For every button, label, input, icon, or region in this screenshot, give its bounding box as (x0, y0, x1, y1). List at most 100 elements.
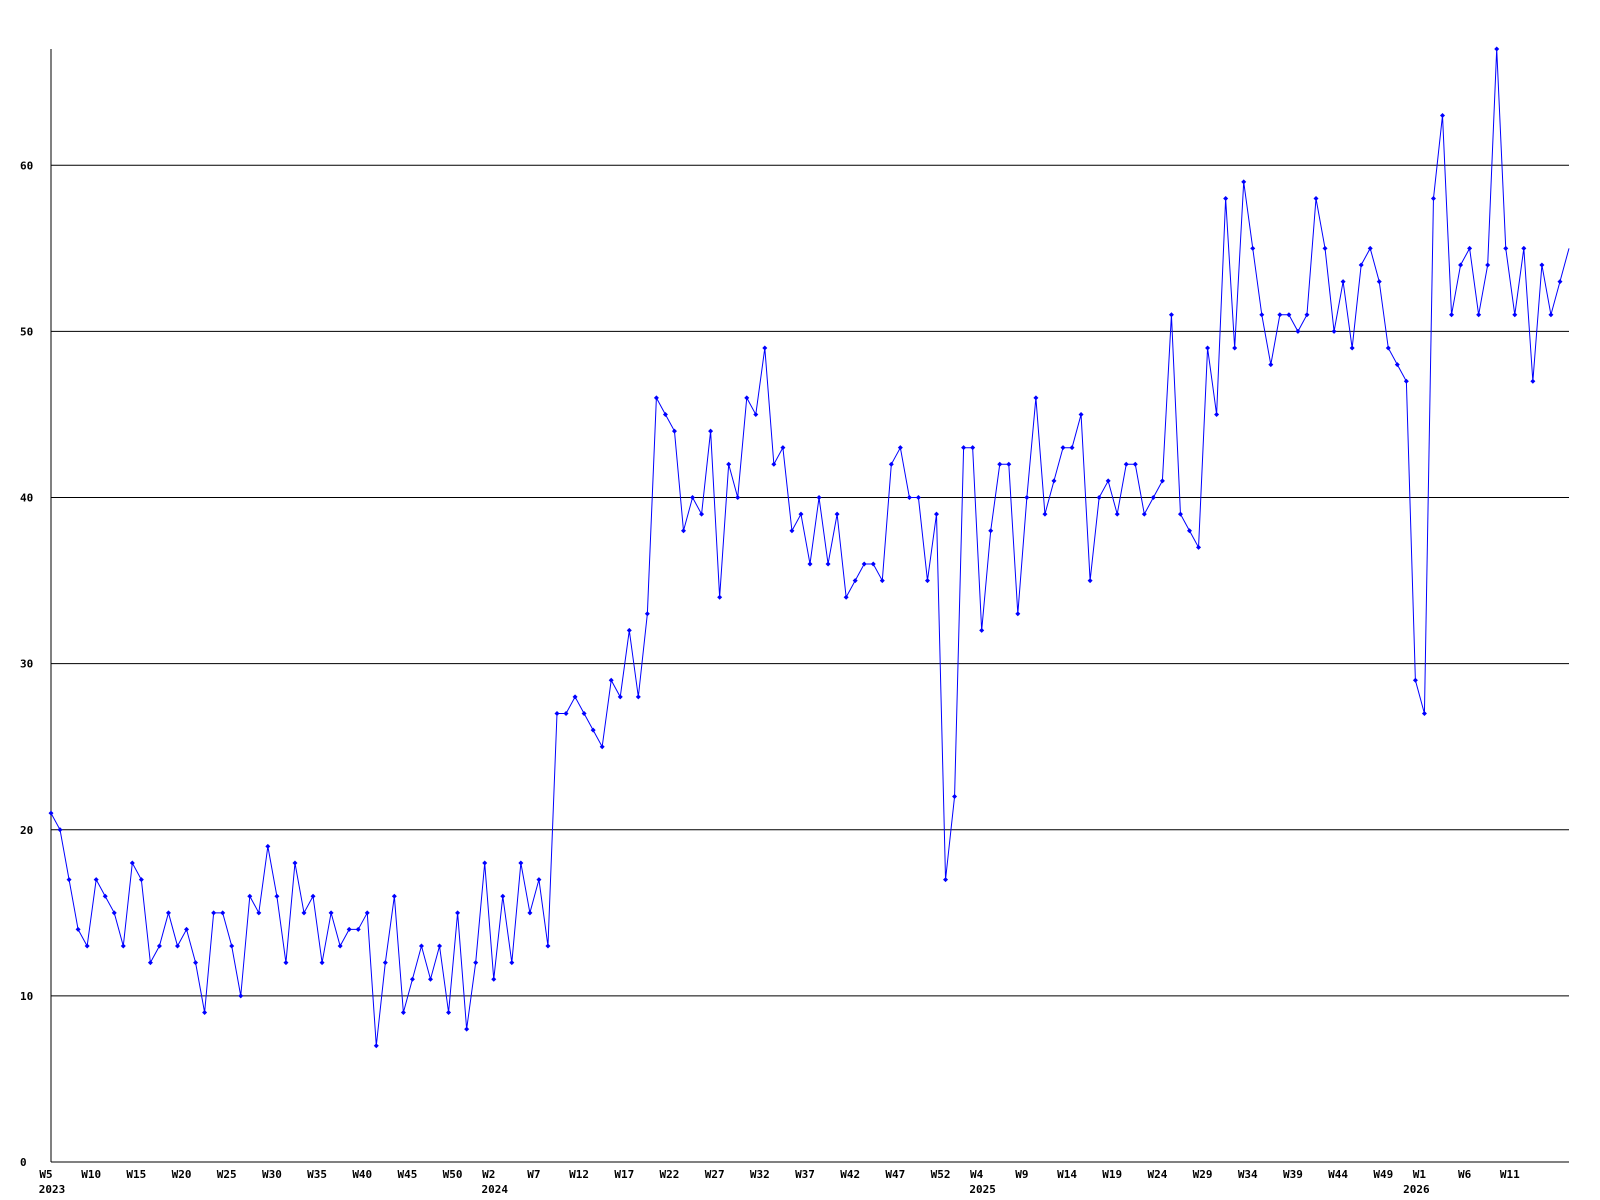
point-marker (211, 910, 217, 916)
point-marker (464, 1026, 470, 1032)
point-marker (66, 877, 72, 883)
point-marker (590, 727, 596, 733)
point-marker (1069, 445, 1075, 451)
point-marker (879, 578, 885, 584)
point-marker (1060, 445, 1066, 451)
point-marker (400, 1009, 406, 1015)
point-marker (1150, 495, 1156, 501)
point-marker (1087, 578, 1093, 584)
point-marker (1250, 245, 1256, 251)
point-marker (301, 910, 307, 916)
x-tick-label: W5 (39, 1168, 52, 1181)
point-marker (798, 511, 804, 517)
point-marker (1114, 511, 1120, 517)
point-marker (1467, 245, 1473, 251)
point-marker (581, 710, 587, 716)
point-marker (1548, 312, 1554, 318)
point-marker (1205, 345, 1211, 351)
point-marker (671, 428, 677, 434)
point-marker (1132, 461, 1138, 467)
point-marker (1385, 345, 1391, 351)
point-marker (1259, 312, 1265, 318)
point-marker (1403, 378, 1409, 384)
point-marker (428, 976, 433, 982)
point-marker (1458, 262, 1464, 268)
point-marker (1476, 312, 1482, 318)
point-marker (120, 943, 126, 949)
point-marker (355, 926, 361, 932)
x-tick-label: W30 (262, 1168, 282, 1181)
point-marker (1078, 411, 1084, 417)
point-marker (509, 960, 515, 966)
point-marker (482, 860, 488, 866)
point-marker (1521, 245, 1527, 251)
x-year-label: 2025 (969, 1183, 996, 1196)
y-tick-label: 40 (20, 492, 33, 505)
point-marker (1349, 345, 1355, 351)
point-marker (1241, 179, 1247, 185)
point-marker (1421, 710, 1427, 716)
point-marker (545, 943, 551, 949)
point-marker (138, 877, 144, 883)
x-tick-label: W35 (307, 1168, 327, 1181)
point-marker (1232, 345, 1238, 351)
point-marker (1096, 495, 1102, 501)
point-marker (1123, 461, 1129, 467)
x-tick-label: W6 (1458, 1168, 1472, 1181)
point-marker (1033, 395, 1039, 401)
x-tick-label: W40 (352, 1168, 372, 1181)
y-tick-label: 10 (20, 990, 33, 1003)
point-marker (265, 843, 271, 849)
point-marker (373, 1043, 379, 1049)
point-marker (635, 694, 641, 700)
point-marker (346, 926, 352, 932)
point-marker (1024, 495, 1030, 501)
point-marker (1322, 245, 1328, 251)
point-marker (536, 877, 542, 883)
point-marker (726, 461, 732, 467)
point-marker (1494, 46, 1500, 52)
point-marker (744, 395, 750, 401)
point-marker (780, 445, 786, 451)
point-marker (789, 528, 795, 534)
point-marker (283, 960, 289, 966)
point-marker (391, 893, 397, 899)
point-marker (328, 910, 334, 916)
point-marker (527, 910, 533, 916)
x-tick-label: W52 (931, 1168, 951, 1181)
point-marker (129, 860, 135, 866)
point-marker (247, 893, 253, 899)
x-tick-label: W42 (840, 1168, 860, 1181)
point-marker (1286, 312, 1292, 318)
point-marker (418, 943, 424, 949)
x-tick-label: W12 (569, 1168, 589, 1181)
point-marker (500, 893, 506, 899)
point-marker (1358, 262, 1364, 268)
point-marker (888, 461, 894, 467)
x-tick-label: W39 (1283, 1168, 1303, 1181)
point-marker (1512, 312, 1518, 318)
point-marker (1412, 677, 1418, 683)
point-marker (1006, 461, 1012, 467)
point-marker (1015, 611, 1021, 617)
point-marker (1367, 245, 1373, 251)
x-tick-label: W24 (1147, 1168, 1167, 1181)
point-marker (952, 794, 958, 800)
point-marker (1214, 411, 1220, 417)
point-marker (563, 710, 569, 716)
point-marker (1295, 328, 1301, 334)
point-marker (690, 495, 696, 501)
point-marker (1268, 362, 1274, 368)
point-marker (681, 528, 686, 534)
x-tick-label: W11 (1500, 1168, 1520, 1181)
point-marker (762, 345, 768, 351)
point-marker (382, 960, 388, 966)
x-tick-label: W10 (81, 1168, 101, 1181)
y-tick-label: 0 (20, 1156, 27, 1169)
point-marker (147, 960, 153, 966)
point-marker (1503, 245, 1509, 251)
point-marker (1304, 312, 1310, 318)
point-marker (409, 976, 415, 982)
point-marker (617, 694, 623, 700)
